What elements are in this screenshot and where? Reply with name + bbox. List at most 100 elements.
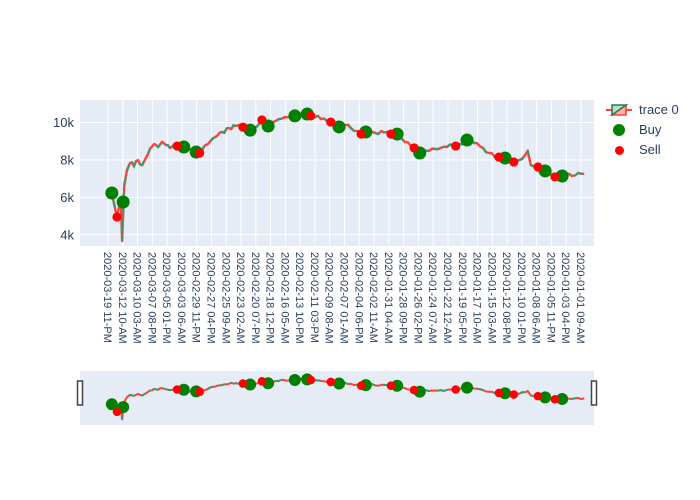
sell-marker[interactable] <box>238 122 248 132</box>
sell-marker[interactable] <box>306 375 316 385</box>
rangeslider-handle-left[interactable] <box>76 380 84 406</box>
legend-item-sell[interactable]: Sell <box>606 143 679 157</box>
buy-marker[interactable] <box>288 374 301 387</box>
buy-marker-icon <box>606 123 632 137</box>
buy-marker[interactable] <box>332 120 346 134</box>
buy-marker[interactable] <box>177 383 190 396</box>
gridlines <box>80 100 594 246</box>
buy-marker[interactable] <box>461 381 474 394</box>
x-tick-label: 2020-02-27 04-PM <box>204 252 216 344</box>
buy-marker[interactable] <box>539 391 552 404</box>
x-tick-label: 2020-02-23 02-AM <box>234 252 246 344</box>
sell-marker[interactable] <box>306 111 316 121</box>
sell-marker[interactable] <box>409 385 419 395</box>
x-tick-label: 2020-01-31 04-AM <box>382 252 394 344</box>
sell-marker[interactable] <box>533 391 543 401</box>
sell-marker[interactable] <box>509 390 519 399</box>
sell-marker-icon <box>606 143 632 157</box>
x-tick-label: 2020-02-07 01-AM <box>338 252 350 344</box>
sell-marker[interactable] <box>509 157 519 167</box>
x-tick-label: 2020-02-02 11-AM <box>367 252 379 343</box>
main-chart[interactable] <box>105 107 585 243</box>
legend-item-buy[interactable]: Buy <box>606 123 679 137</box>
x-tick-label: 2020-02-04 06-PM <box>352 252 364 344</box>
sell-marker[interactable] <box>356 381 366 391</box>
x-tick-label: 2020-03-12 10-AM <box>116 252 128 344</box>
legend-label-sell: Sell <box>639 142 661 157</box>
x-tick-label: 2020-03-10 03-AM <box>131 252 143 344</box>
x-tick-label: 2020-02-25 09-AM <box>219 252 231 344</box>
x-tick-label: 2020-02-11 03-PM <box>308 252 320 343</box>
y-axis-tick-labels: 4k 6k 8k 10k <box>53 115 74 242</box>
x-tick-label: 2020-01-28 09-PM <box>397 252 409 344</box>
x-tick-label: 2020-02-13 10-PM <box>293 252 305 344</box>
sell-marker[interactable] <box>550 394 560 404</box>
y-tick-label: 10k <box>53 115 74 130</box>
sell-marker[interactable] <box>494 152 504 162</box>
legend-label-buy: Buy <box>639 122 662 137</box>
buy-marker[interactable] <box>105 186 119 200</box>
sell-marker[interactable] <box>326 377 336 387</box>
x-tick-label: 2020-01-19 05-PM <box>456 252 468 344</box>
x-tick-label: 2020-02-16 05-AM <box>278 252 290 344</box>
buy-marker[interactable] <box>460 133 474 147</box>
sell-marker[interactable] <box>257 377 267 386</box>
sell-marker[interactable] <box>195 148 205 158</box>
buy-marker[interactable] <box>556 392 569 405</box>
legend: trace 0 Buy Sell <box>606 103 679 157</box>
x-tick-label: 2020-01-08 06-AM <box>530 252 542 344</box>
x-tick-label: 2020-01-22 12-AM <box>441 252 453 344</box>
sell-marker[interactable] <box>257 115 267 125</box>
sell-marker[interactable] <box>451 385 461 394</box>
sell-marker[interactable] <box>356 129 366 139</box>
x-tick-label: 2020-01-24 07-AM <box>426 252 438 344</box>
x-tick-label: 2020-03-19 11-PM <box>101 252 113 343</box>
x-tick-label: 2020-03-07 08-PM <box>145 252 157 344</box>
y-tick-label: 4k <box>60 227 74 242</box>
sell-marker[interactable] <box>238 379 248 388</box>
x-tick-label: 2020-02-18 12-PM <box>264 252 276 344</box>
y-tick-label: 6k <box>60 190 74 205</box>
x-tick-label: 2020-01-05 11-PM <box>544 252 556 343</box>
x-tick-label: 2020-01-12 08-PM <box>500 252 512 344</box>
buy-marker[interactable] <box>244 378 257 391</box>
x-tick-label: 2020-01-03 04-PM <box>559 252 571 344</box>
x-tick-label: 2020-02-09 08-AM <box>323 252 335 344</box>
sell-marker[interactable] <box>533 162 543 172</box>
buy-marker[interactable] <box>288 109 302 123</box>
sell-marker[interactable] <box>195 387 205 396</box>
x-tick-label: 2020-02-20 07-PM <box>249 252 261 344</box>
sell-marker[interactable] <box>386 129 396 139</box>
sell-marker[interactable] <box>409 143 419 153</box>
buy-marker[interactable] <box>391 379 404 392</box>
sell-marker[interactable] <box>172 385 182 394</box>
legend-label-trace0: trace 0 <box>639 102 679 117</box>
legend-item-trace0[interactable]: trace 0 <box>606 103 679 117</box>
rangeslider-chart[interactable] <box>105 373 585 421</box>
y-tick-label: 8k <box>60 152 74 167</box>
sell-marker[interactable] <box>550 172 560 182</box>
sell-marker[interactable] <box>112 407 122 417</box>
sell-marker[interactable] <box>451 141 461 151</box>
candlestick-icon <box>606 103 632 117</box>
sell-marker[interactable] <box>172 141 182 151</box>
buy-marker[interactable] <box>333 377 346 390</box>
x-axis-tick-labels: 2020-03-19 11-PM 2020-03-12 10-AM 2020-03-… <box>101 252 586 344</box>
x-tick-label: 2020-01-15 03-AM <box>485 252 497 344</box>
x-tick-label: 2020-01-01 09-AM <box>574 252 586 344</box>
sell-marker[interactable] <box>112 212 122 222</box>
buy-marker[interactable] <box>105 398 118 411</box>
buy-marker[interactable] <box>116 195 130 209</box>
sell-marker[interactable] <box>386 381 396 391</box>
x-tick-label: 2020-01-17 10-AM <box>471 252 483 344</box>
x-tick-label: 2020-01-10 01-PM <box>515 252 527 344</box>
x-tick-label: 2020-02-29 11-PM <box>190 252 202 343</box>
x-tick-label: 2020-03-03 06-AM <box>175 252 187 344</box>
rangeslider-handle-right[interactable] <box>590 380 598 406</box>
x-tick-label: 2020-03-05 01-PM <box>160 252 172 344</box>
x-tick-label: 2020-01-26 02-PM <box>411 252 423 344</box>
sell-marker[interactable] <box>494 388 504 398</box>
sell-marker[interactable] <box>326 117 336 127</box>
